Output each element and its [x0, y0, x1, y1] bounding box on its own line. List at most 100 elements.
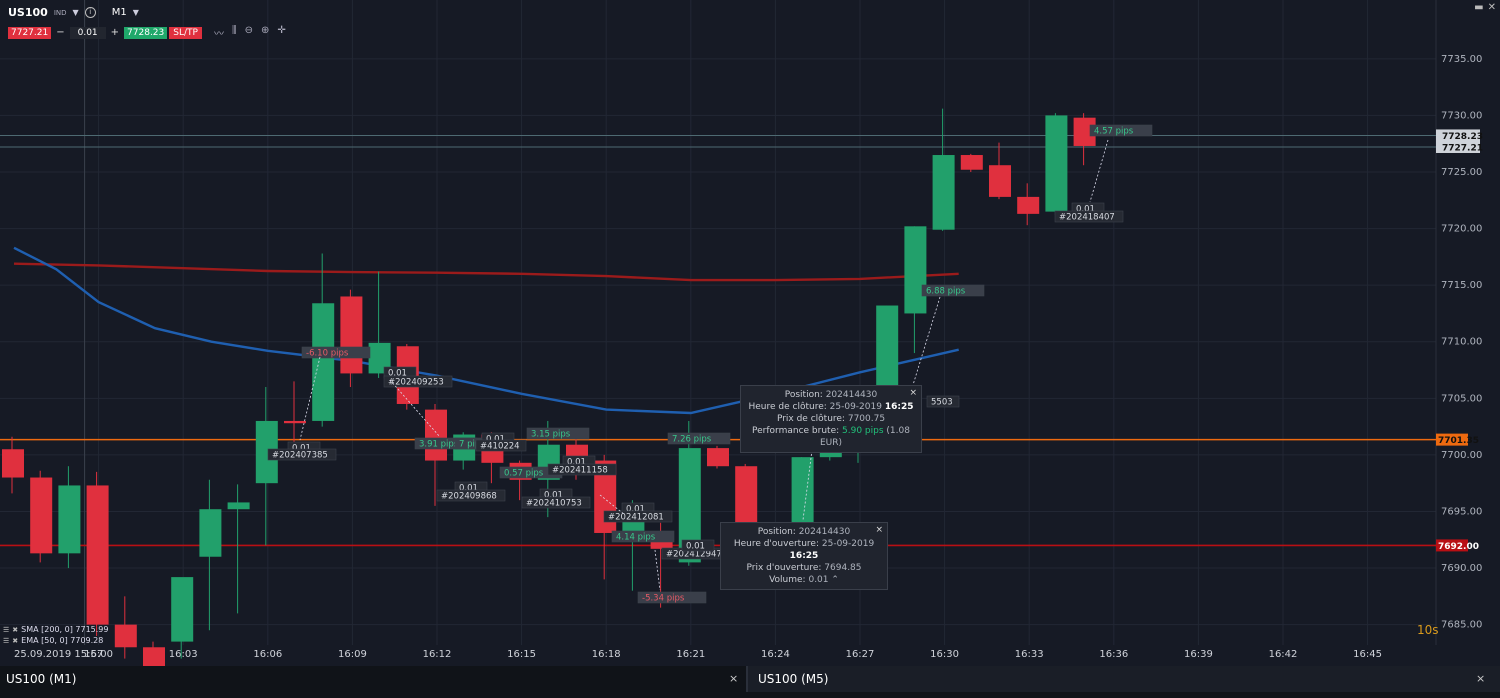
- timeframe-dropdown-icon[interactable]: ▼: [132, 8, 139, 17]
- y-tick-label: 7685.00: [1441, 620, 1482, 631]
- decrease-quantity-button[interactable]: −: [56, 27, 65, 38]
- trade-label: #410224: [480, 442, 520, 452]
- trade-label-box: [921, 284, 985, 297]
- trade-connector: [389, 379, 441, 438]
- symbol-tag: IND: [53, 8, 67, 17]
- trade-label-box: [383, 375, 453, 388]
- opened-position-tooltip: × Position: 202414430 Heure d'ouverture:…: [720, 522, 888, 590]
- close-tooltip-icon[interactable]: ×: [875, 525, 883, 535]
- trade-label: #202409868: [441, 492, 497, 502]
- minimize-icon[interactable]: ▬: [1474, 2, 1484, 13]
- trade-label: 4.57 pips: [1094, 127, 1134, 137]
- y-tick-label: 7710.00: [1441, 337, 1482, 348]
- timeframe-selector[interactable]: M1: [111, 7, 127, 18]
- candle-body: [368, 342, 391, 374]
- zoom-out-icon[interactable]: ⊖: [244, 25, 253, 36]
- symbol-label[interactable]: US100: [8, 6, 48, 19]
- trade-label-box: [301, 346, 371, 359]
- quantity-input[interactable]: 0.01: [69, 26, 106, 39]
- y-tick-label: 7690.00: [1441, 563, 1482, 574]
- sma-legend-label: SMA [200, 0] 7715.99: [21, 625, 109, 634]
- tab-us100-m1[interactable]: US100 (M1): [0, 666, 742, 692]
- y-tick-label: 7725.00: [1441, 167, 1482, 178]
- crosshair-icon[interactable]: ✛: [277, 25, 286, 36]
- zoom-in-icon[interactable]: ⊕: [260, 25, 270, 36]
- trade-connector: [599, 494, 626, 516]
- x-tick-label: 16:33: [1015, 649, 1044, 660]
- price-line-tag: [1436, 129, 1480, 142]
- symbol-dropdown-icon[interactable]: ▼: [72, 8, 79, 17]
- candle-body: [255, 420, 278, 484]
- trade-label-box: [681, 539, 715, 552]
- trade-label-box: [475, 439, 527, 452]
- close-tab-icon[interactable]: ×: [1476, 672, 1486, 685]
- price-line-label: 7692.00: [1438, 542, 1479, 552]
- indicator-remove-icon[interactable]: ✖: [12, 625, 19, 634]
- close-window-icon[interactable]: ✕: [1487, 2, 1496, 13]
- trade-label: 0.01: [567, 458, 586, 468]
- price-line-tag: [1436, 539, 1468, 552]
- sma-legend[interactable]: ☰ ✖ SMA [200, 0] 7715.99: [3, 625, 108, 634]
- trade-label-box: [637, 591, 707, 604]
- trade-label-box: [926, 395, 960, 408]
- sell-price-button[interactable]: 7727.21: [8, 26, 52, 39]
- trade-label: #202418407: [1059, 213, 1115, 223]
- candle-body: [30, 477, 53, 554]
- trade-label: #202410753: [526, 499, 582, 509]
- candle-timer: 10s: [1417, 623, 1439, 637]
- candle-body: [171, 577, 194, 642]
- trade-label: 0.01: [292, 444, 311, 454]
- x-tick-label: 16:21: [676, 649, 705, 660]
- trade-label: 3.15 pips: [531, 430, 571, 440]
- chart-toolbar: US100 IND ▼ i M1 ▼: [8, 6, 139, 19]
- candle-body: [284, 420, 306, 424]
- x-tick-label: 16:42: [1269, 649, 1298, 660]
- info-icon[interactable]: i: [84, 7, 96, 18]
- trade-label-box: [267, 448, 337, 461]
- candle-body: [199, 509, 222, 557]
- y-tick-label: 7705.00: [1441, 393, 1482, 404]
- y-tick-label: 7695.00: [1441, 506, 1482, 517]
- trade-label: 0.01: [544, 491, 563, 501]
- candle-body: [876, 305, 899, 399]
- sltp-button[interactable]: SL/TP: [169, 26, 202, 39]
- price-line-label: 7701.35: [1438, 436, 1479, 446]
- candles-icon[interactable]: ⫼: [231, 25, 237, 36]
- price-line-label: 7728.23: [1442, 132, 1483, 142]
- trade-label: 0.01: [459, 484, 478, 494]
- trade-label: 0.01: [1076, 205, 1095, 215]
- indicator-remove-icon[interactable]: ✖: [12, 636, 19, 645]
- candle-body: [143, 647, 165, 666]
- candle-body: [227, 502, 250, 510]
- increase-quantity-button[interactable]: +: [110, 27, 120, 38]
- indicator-settings-icon[interactable]: ☰: [3, 636, 10, 645]
- candle-body: [678, 448, 701, 563]
- y-tick-label: 7735.00: [1441, 54, 1482, 65]
- trade-label: 0.01: [486, 435, 505, 445]
- y-tick-label: 7700.00: [1441, 450, 1482, 461]
- trade-label: 7 pips: [459, 440, 485, 450]
- trade-label: 0.57 pips: [504, 469, 544, 479]
- trade-label: #202407385: [272, 451, 328, 461]
- close-tooltip-icon[interactable]: ×: [909, 388, 917, 398]
- line-chart-icon[interactable]: 〰: [213, 29, 224, 40]
- tab-us100-m5[interactable]: US100 (M5): [746, 666, 1500, 692]
- candle-body: [622, 520, 645, 533]
- trade-connector: [912, 296, 941, 386]
- ema-legend-label: EMA [50, 0] 7709.28: [21, 636, 104, 645]
- buy-price-button[interactable]: 7728.23: [124, 26, 168, 39]
- chart-tabs: US100 (M1) × US100 (M5) ×: [0, 666, 1500, 698]
- trade-label-box: [436, 489, 506, 502]
- candle-body: [340, 296, 363, 374]
- trade-label: -6.10 pips: [306, 349, 349, 359]
- close-tab-icon[interactable]: ×: [729, 672, 739, 685]
- ema-legend[interactable]: ☰ ✖ EMA [50, 0] 7709.28: [3, 636, 103, 645]
- candle-body: [932, 155, 955, 230]
- trade-label: #202411158: [552, 466, 608, 476]
- candle-body: [58, 485, 81, 554]
- x-tick-label: 16:39: [1184, 649, 1213, 660]
- indicator-settings-icon[interactable]: ☰: [3, 625, 10, 634]
- price-chart[interactable]: 7685.00 7690.00 7695.00 7700.00 7705.00 7710.…: [0, 0, 1500, 666]
- candle-body: [1045, 115, 1068, 212]
- candle-body: [2, 449, 24, 478]
